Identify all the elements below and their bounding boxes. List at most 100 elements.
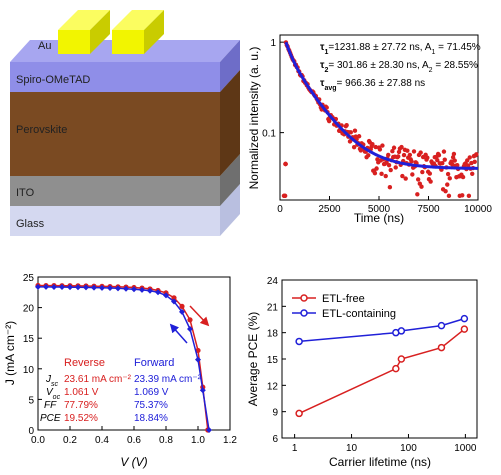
pl-data-point — [370, 142, 375, 147]
pl-data-point — [374, 166, 379, 171]
pce-y-tick-label: 6 — [272, 434, 278, 445]
ff-label: FF — [44, 400, 57, 411]
pl-data-point — [283, 161, 288, 167]
jv-point-forward — [115, 285, 121, 292]
au-electrode-1-front — [58, 30, 90, 54]
jv-x-tick-label: 0.4 — [95, 435, 109, 446]
jv-point-forward — [75, 284, 81, 291]
glass-layer-side — [220, 184, 240, 236]
pl-fit-curve — [284, 41, 478, 170]
pce-x-axis-label: Carrier lifetime (ns) — [329, 455, 431, 469]
pl-data-point — [445, 182, 450, 187]
pl-data-point — [351, 144, 357, 150]
pl-data-point — [419, 184, 424, 189]
pce-point-etl-free — [295, 409, 303, 418]
pl-data-point — [451, 151, 457, 157]
jv-x-tick-label: 0.6 — [127, 435, 141, 446]
device-stack-diagram: Au Spiro-OMeTAD Perovskite ITO Glass — [10, 10, 240, 236]
pce-y-axis-label: Average PCE (%) — [246, 312, 260, 406]
pl-data-point — [427, 171, 433, 176]
tau2-a-sub: 2 — [429, 67, 433, 74]
tau1-a-sub: 1 — [431, 49, 435, 56]
jv-point-forward — [195, 356, 201, 363]
pce-point-etl-containing — [397, 327, 406, 335]
pl-data-point — [383, 173, 388, 179]
pce-plot-area — [281, 279, 478, 439]
reverse-ff: 77.79% — [64, 400, 98, 411]
jv-y-tick-label: 25 — [23, 273, 35, 284]
pl-data-point — [388, 167, 393, 173]
au-electrode-2-side — [144, 10, 164, 54]
jv-point-forward — [179, 308, 185, 315]
pl-data-point — [409, 159, 414, 164]
jv-point-reverse — [179, 303, 185, 309]
pl-data-point — [390, 148, 395, 154]
jv-y-tick-label: 15 — [23, 334, 35, 345]
forward-jsc: 23.39 mA cm⁻² — [134, 374, 202, 385]
pl-data-point — [425, 155, 430, 160]
layer-label-spiro: Spiro-OMeTAD — [16, 74, 90, 86]
pl-data-point — [373, 144, 378, 150]
legend-label-etl-containing: ETL-containing — [322, 308, 396, 320]
pl-data-point — [415, 192, 420, 197]
pl-y-axis-label: Normalized intensity (a. u.) — [247, 47, 261, 190]
jv-x-axis-label-text: V (V) — [120, 455, 147, 469]
jsc-label-sub: sc — [51, 381, 59, 388]
layer-label-perovskite: Perovskite — [16, 124, 67, 136]
pl-data-point — [282, 193, 288, 199]
pce-point-etl-free — [460, 325, 469, 333]
pce-label: PCE — [40, 413, 61, 424]
au-electrode-1-side — [90, 10, 110, 54]
pl-data-point — [405, 148, 410, 153]
pl-data-point — [326, 118, 332, 124]
pl-data-point — [418, 150, 423, 155]
pl-data-point — [452, 158, 457, 163]
tau2-symbol: τ — [320, 60, 325, 71]
pl-data-point — [387, 185, 393, 190]
ito-layer-front — [10, 176, 220, 206]
pl-data-point — [472, 159, 477, 165]
pl-x-axis-label: Time (ns) — [354, 211, 404, 225]
pl-data-point — [420, 169, 425, 175]
pl-data-point — [445, 171, 451, 177]
pce-x-tick-label: 10 — [346, 443, 358, 454]
pl-data-point — [410, 172, 415, 177]
reverse-header: Reverse — [64, 357, 105, 369]
pce-x-tick-label: 1000 — [454, 443, 477, 454]
pl-annotation-tau-avg: τavg= 966.36 ± 27.88 ns — [320, 78, 425, 92]
pce-y-tick-label: 12 — [267, 381, 279, 392]
jv-point-forward — [83, 284, 89, 291]
au-electrode-2-top — [112, 10, 164, 30]
tau-avg-text: = 966.36 ± 27.88 ns — [337, 78, 426, 89]
pce-line-etl-free — [298, 328, 465, 415]
forward-ff: 75.37% — [134, 400, 168, 411]
au-electrode-2-front — [112, 30, 144, 54]
pce-y-tick-label: 9 — [272, 408, 278, 419]
pl-data-point — [428, 179, 433, 184]
pce-x-tick-label: 100 — [400, 443, 417, 454]
jv-y-tick-label: 10 — [23, 365, 35, 376]
pl-x-tick-label: 2500 — [318, 204, 341, 215]
tau2-tail: = 28.55% — [433, 60, 478, 71]
jv-point-forward — [107, 285, 113, 292]
tau1-symbol: τ — [320, 42, 325, 53]
pl-x-tick-label: 5000 — [368, 204, 391, 215]
jv-point-forward — [187, 326, 193, 333]
layer-label-ito: ITO — [16, 187, 35, 199]
pce-y-tick-label: 21 — [267, 302, 279, 313]
forward-voc: 1.069 V — [134, 387, 169, 398]
tau1-text: =1231.88 ± 27.72 ns, A — [328, 42, 431, 53]
pl-data-point — [352, 128, 358, 133]
legend-marker-etl-free — [300, 294, 308, 302]
pl-x-tick-label: 10000 — [464, 204, 492, 215]
pce-lifetime-chart: 1 10 100 1000 6 9 12 15 18 21 24 ETL-free ETL-cont… — [246, 276, 478, 469]
pl-data-point — [470, 171, 475, 176]
jv-point-forward — [147, 287, 153, 294]
reverse-jsc: 23.61 mA cm⁻² — [64, 374, 132, 385]
jv-x-axis-label: V (V) — [120, 455, 147, 469]
pl-data-point — [466, 193, 472, 199]
forward-header: Forward — [134, 357, 174, 369]
pl-data-point — [469, 160, 474, 166]
